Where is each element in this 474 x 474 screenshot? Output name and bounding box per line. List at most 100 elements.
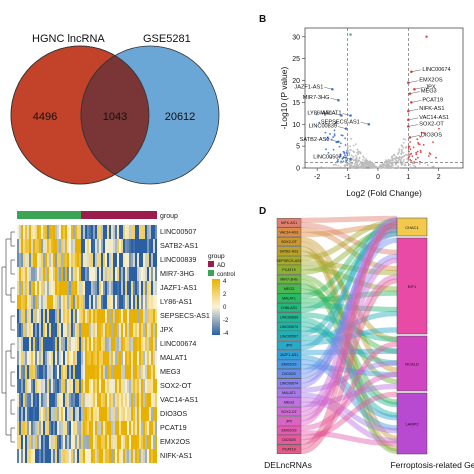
volcano-point-label: LY86-AS1 [307,111,332,117]
volcano-point [420,131,423,134]
heatmap-cell [17,323,20,338]
volcano-point [408,150,410,153]
heatmap-cell [145,239,148,254]
heatmap-cell [55,295,58,310]
heatmap-cell [81,407,84,422]
heatmap-cell [47,365,50,380]
volcano-point [352,159,355,162]
venn-right-set-label: GSE5281 [143,33,191,45]
heatmap-cell [31,323,34,338]
heatmap-cell [143,435,146,450]
heatmap-cell [83,351,86,366]
heatmap-cell [59,337,62,352]
heatmap-cell [155,323,157,338]
heatmap-cell [45,393,48,408]
heatmap-cell [135,365,138,380]
heatmap-cell [55,421,58,436]
volcano-label-leader [330,97,339,101]
heatmap-cell [51,407,54,422]
sankey-left-node-label: JAZF1-AS1 [280,353,299,357]
heatmap-cell [51,295,54,310]
volcano-point [385,166,388,169]
volcano-point [394,162,397,165]
heatmap-cell [33,393,36,408]
heatmap-cell [31,267,34,282]
sankey-right-node [396,335,428,392]
heatmap-cell [101,267,104,282]
heatmap-cell [111,225,114,240]
y-tick-label: 5 [296,144,300,151]
heatmap-cell [125,309,128,324]
heatmap-cell [97,351,100,366]
sankey-link [300,222,398,255]
heatmap-cell [83,449,86,463]
heatmap-cell [65,379,68,394]
heatmap-cell [123,323,126,338]
heatmap-cell [71,309,74,324]
volcano-point [345,159,348,162]
heatmap-cell [93,323,96,338]
legend-label-ad: AD [217,263,226,269]
heatmap-cell [25,295,28,310]
volcano-point [363,156,365,159]
heatmap-cell [25,393,28,408]
heatmap-cell [79,309,82,324]
heatmap-cell [125,379,128,394]
heatmap-cell [69,295,72,310]
volcano-point-label: SATB2-AS1 [300,137,330,143]
heatmap-cell [123,281,126,296]
heatmap-cell [35,351,38,366]
heatmap-cell [35,309,38,324]
volcano-point [406,154,409,156]
sankey-left-node-label: JPX [286,344,293,348]
heatmap-cell [49,407,52,422]
heatmap-cell [63,351,66,366]
heatmap-cell [41,393,44,408]
volcano-point [426,164,429,166]
heatmap-cell [81,281,84,296]
heatmap-cell [43,337,46,352]
heatmap-cell [129,253,132,268]
venn-left-set-label: HGNC lncRNA [32,33,105,45]
heatmap-cell [83,393,86,408]
heatmap-cell [57,281,60,296]
heatmap-cell [75,295,78,310]
heatmap-cell [97,281,100,296]
heatmap-cell [101,407,104,422]
volcano-label-leader [337,126,347,129]
heatmap-cell [105,337,108,352]
heatmap-cell [109,337,112,352]
volcano-point [315,113,318,116]
volcano-point [340,160,342,163]
heatmap-cell [87,239,90,254]
heatmap-cell [45,323,48,338]
heatmap-cell [115,309,118,324]
heatmap-cell [123,295,126,310]
heatmap-cell [25,267,28,282]
heatmap-cell [115,225,118,240]
heatmap-cell [43,365,46,380]
heatmap-cell [79,253,82,268]
sankey-link [300,383,398,408]
heatmap-cell [75,253,78,268]
sankey-link [300,221,398,389]
heatmap-cell [65,421,68,436]
heatmap-cell [143,281,146,296]
heatmap-cell [91,281,94,296]
volcano-point [394,163,397,166]
group-bar-ad [81,211,157,219]
heatmap-cell [49,267,52,282]
heatmap-cell [131,365,134,380]
heatmap-cell [99,253,102,268]
heatmap-cell [97,323,100,338]
heatmap-cell [39,407,42,422]
heatmap-cell [91,351,94,366]
sankey-right-node [396,237,428,335]
heatmap-cell [105,435,108,450]
heatmap-cell [139,295,142,310]
heatmap-cell [77,309,80,324]
heatmap-cell [153,449,156,463]
volcano-point [420,151,422,154]
heatmap-cell [81,337,84,352]
sankey-link [300,360,398,393]
